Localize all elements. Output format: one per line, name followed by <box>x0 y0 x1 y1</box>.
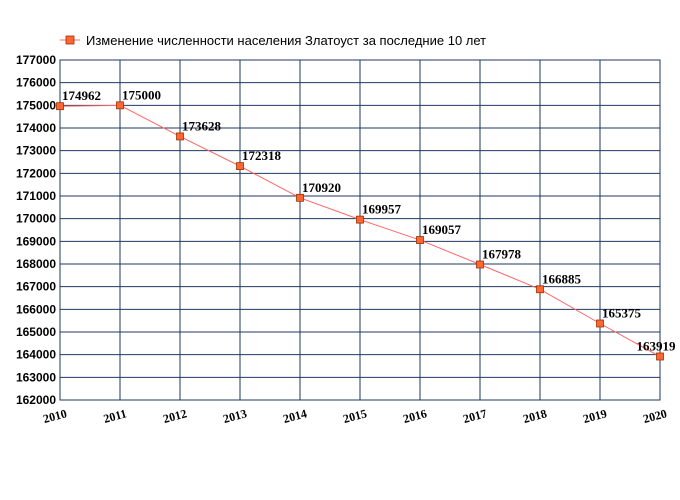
data-label: 166885 <box>542 271 582 286</box>
x-tick-label: 2020 <box>642 406 669 426</box>
y-tick-label: 168000 <box>16 257 56 271</box>
data-label: 163919 <box>637 339 677 354</box>
x-tick-label: 2019 <box>582 406 609 426</box>
x-tick-label: 2016 <box>402 406 429 426</box>
data-label: 175000 <box>122 87 161 102</box>
data-label: 169057 <box>422 222 462 237</box>
data-point <box>116 101 124 110</box>
data-label: 169957 <box>362 202 402 217</box>
y-tick-label: 164000 <box>16 348 56 362</box>
data-label: 174962 <box>62 88 101 103</box>
data-labels: 174962 175000 173628 172318 170920 169957 1690… <box>62 87 676 353</box>
y-axis-ticks: 162000 163000 164000 165000 166000 167000 1680… <box>16 53 56 407</box>
data-label: 172318 <box>242 148 282 163</box>
x-tick-label: 2018 <box>522 406 549 426</box>
y-tick-label: 177000 <box>16 53 56 67</box>
legend-square-marker <box>65 35 75 45</box>
x-tick-label: 2012 <box>162 406 189 426</box>
data-label: 167978 <box>482 246 522 261</box>
data-point <box>356 215 364 224</box>
x-tick-label: 2010 <box>42 406 69 426</box>
legend: Изменение численности населения Златоуст… <box>60 33 486 48</box>
y-tick-label: 163000 <box>16 370 56 384</box>
x-tick-label: 2013 <box>222 406 249 426</box>
y-tick-label: 165000 <box>16 325 56 339</box>
y-tick-label: 171000 <box>16 189 56 203</box>
x-tick-label: 2011 <box>102 406 128 426</box>
grid <box>59 59 661 401</box>
data-point <box>596 319 604 328</box>
x-tick-label: 2014 <box>282 406 309 426</box>
data-point <box>476 260 484 269</box>
y-tick-label: 175000 <box>16 98 56 112</box>
plot-border <box>59 59 661 401</box>
data-point <box>176 132 184 141</box>
y-tick-label: 166000 <box>16 302 56 316</box>
y-tick-label: 172000 <box>16 166 56 180</box>
data-point <box>296 193 304 202</box>
series-layer <box>56 101 664 361</box>
y-tick-label: 162000 <box>16 393 56 407</box>
y-tick-label: 174000 <box>16 121 56 135</box>
data-point <box>536 285 544 294</box>
data-point <box>656 352 664 361</box>
y-tick-label: 167000 <box>16 280 56 294</box>
data-point <box>416 236 424 244</box>
data-point <box>56 102 64 111</box>
data-point <box>236 162 244 171</box>
y-tick-label: 169000 <box>16 234 56 248</box>
data-label: 165375 <box>602 306 642 321</box>
data-label: 170920 <box>302 180 341 195</box>
x-tick-label: 2015 <box>342 406 369 426</box>
legend-label: Изменение численности населения Златоуст… <box>86 33 486 48</box>
x-tick-label: 2017 <box>462 406 489 426</box>
data-label: 173628 <box>182 118 222 133</box>
x-axis-ticks: 2010 2011 2012 2013 2014 2015 2016 2017 2018 2019… <box>42 406 669 426</box>
y-tick-label: 173000 <box>16 144 56 158</box>
y-tick-label: 176000 <box>16 76 56 90</box>
y-tick-label: 170000 <box>16 212 56 226</box>
